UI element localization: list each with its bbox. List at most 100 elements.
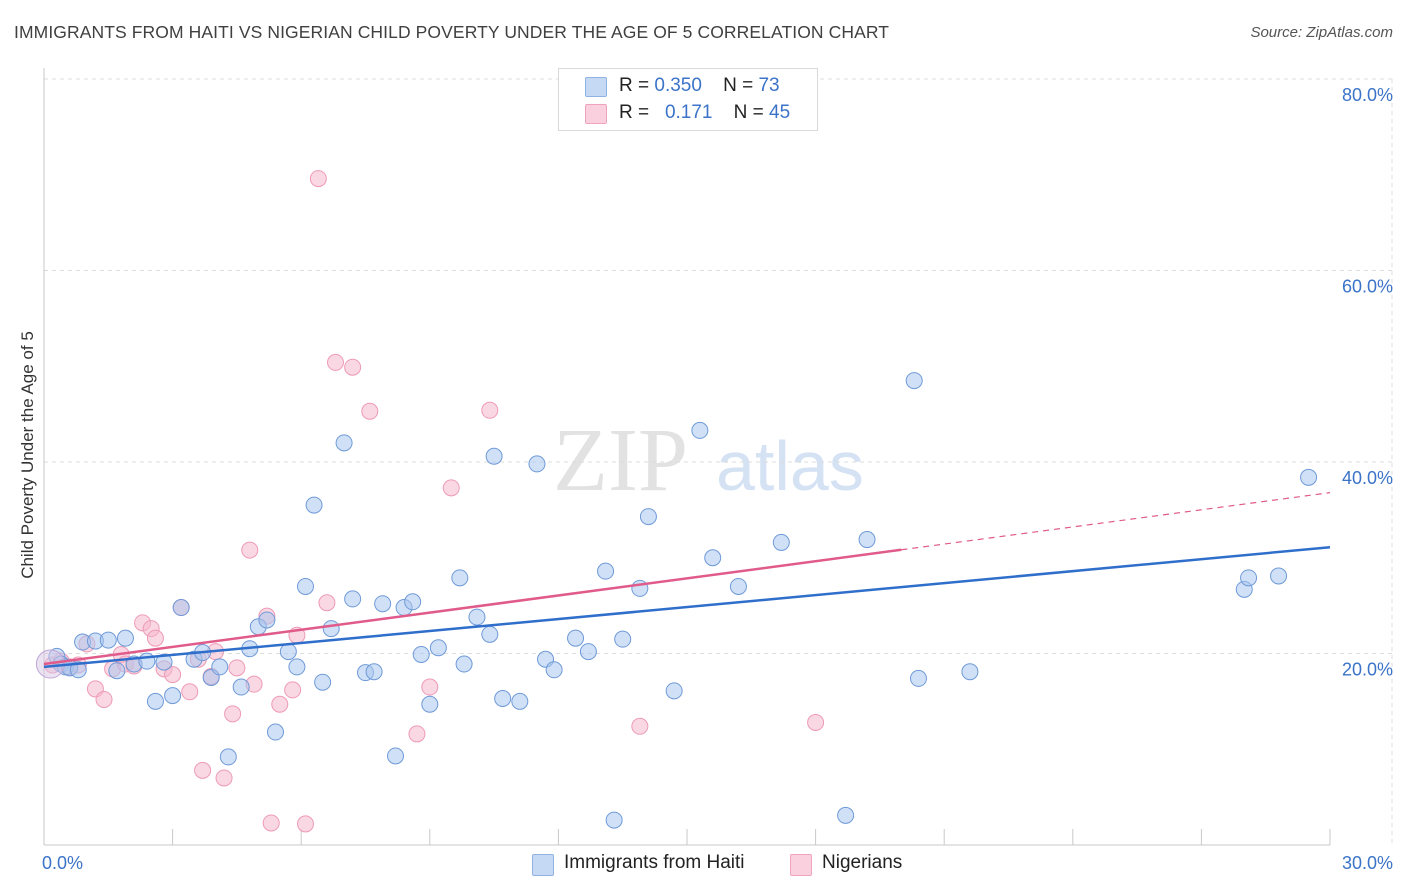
tick-labels: 20.0% 40.0% 60.0% 80.0% 0.0% 30.0% xyxy=(42,85,1393,873)
watermark-atlas: atlas xyxy=(716,427,864,505)
haiti-point xyxy=(99,631,117,649)
haiti-point xyxy=(704,549,722,567)
axes xyxy=(43,68,1331,846)
y-tick-label: 40.0% xyxy=(1342,468,1393,488)
nigerians-point xyxy=(318,594,336,612)
haiti-point xyxy=(387,747,405,765)
haiti-trend-line xyxy=(43,545,1331,669)
haiti-point xyxy=(322,620,340,638)
haiti-point xyxy=(729,577,747,595)
source-credit: Source: ZipAtlas.com xyxy=(1250,24,1393,41)
nigerians-point xyxy=(344,358,362,376)
haiti-point xyxy=(155,653,173,671)
nigerians-point xyxy=(326,353,344,371)
haiti-point xyxy=(691,421,709,439)
haiti-point xyxy=(485,447,503,465)
haiti-point xyxy=(481,625,499,643)
nigerians-point xyxy=(215,769,233,787)
haiti-point xyxy=(108,662,126,680)
haiti-point xyxy=(772,533,790,551)
legend-r-value-nigerians: 0.171 xyxy=(664,102,713,123)
haiti-point xyxy=(211,658,229,676)
nigerians-point xyxy=(146,629,164,647)
nigerians-point xyxy=(224,705,242,723)
haiti-point xyxy=(429,639,447,657)
y-tick-label: 20.0% xyxy=(1342,660,1393,680)
watermark: ZIP atlas xyxy=(553,411,864,510)
chart-title: IMMIGRANTS FROM HAITI VS NIGERIAN CHILD … xyxy=(14,22,890,42)
nigerians-swatch xyxy=(790,854,812,876)
bottom-legend-nigerians-label: Nigerians xyxy=(822,852,903,873)
haiti-point xyxy=(219,748,237,766)
nigerians-point xyxy=(296,815,314,833)
haiti-point xyxy=(494,690,512,708)
nigerians-point xyxy=(241,541,259,559)
haiti-point xyxy=(905,372,923,390)
haiti-point xyxy=(1240,569,1258,587)
haiti-point xyxy=(909,669,927,687)
trend-lines xyxy=(43,492,1331,669)
nigerians-point xyxy=(271,695,289,713)
nigerians-point xyxy=(95,690,113,708)
x-tick-label-min: 0.0% xyxy=(42,853,83,873)
haiti-point xyxy=(455,655,473,673)
haiti-point xyxy=(567,629,585,647)
haiti-point xyxy=(1270,567,1288,585)
haiti-point xyxy=(146,692,164,710)
bottom-legend-haiti-label: Immigrants from Haiti xyxy=(564,852,745,873)
y-tick-label: 80.0% xyxy=(1342,85,1393,105)
haiti-point xyxy=(314,673,332,691)
haiti-point xyxy=(614,630,632,648)
y-tick-label: 60.0% xyxy=(1342,277,1393,297)
legend-r-label: R = xyxy=(619,75,650,96)
haiti-point xyxy=(639,508,657,526)
legend-n-label: N = xyxy=(723,75,754,96)
haiti-point xyxy=(305,496,323,514)
haiti-point xyxy=(374,595,392,613)
haiti-point xyxy=(961,663,979,681)
haiti-point xyxy=(605,811,623,829)
nigerians-point xyxy=(284,681,302,699)
nigerians-swatch xyxy=(585,104,607,124)
haiti-point xyxy=(258,611,276,629)
haiti-point xyxy=(296,577,314,595)
nigerians-point xyxy=(442,479,460,497)
nigerians-point xyxy=(481,401,499,419)
legend-n-value-nigerians: 45 xyxy=(769,102,791,123)
correlation-legend: R = 0.350 N = 73 R = 0.171 N = 45 xyxy=(558,68,818,131)
haiti-point xyxy=(597,562,615,580)
nigerians-point xyxy=(164,666,182,684)
haiti-point xyxy=(421,695,439,713)
haiti-point xyxy=(412,645,430,663)
haiti-point xyxy=(335,434,353,452)
haiti-swatch xyxy=(532,854,554,876)
nigerians-point xyxy=(408,725,426,743)
nigerians-point xyxy=(181,683,199,701)
haiti-point xyxy=(365,663,383,681)
haiti-point xyxy=(69,661,87,679)
haiti-point xyxy=(116,629,134,647)
nigerians-point xyxy=(194,761,212,779)
haiti-swatch xyxy=(585,77,607,97)
x-tick-label-max: 30.0% xyxy=(1342,853,1393,873)
nigerians-trend-line-dashed xyxy=(901,492,1331,551)
haiti-point xyxy=(451,569,469,587)
haiti-points xyxy=(35,372,1318,829)
nigerians-point xyxy=(807,713,825,731)
haiti-point xyxy=(837,806,855,824)
legend-r-value-haiti: 0.350 xyxy=(654,75,702,96)
nigerians-points xyxy=(44,170,825,833)
haiti-point xyxy=(344,590,362,608)
nigerians-point xyxy=(228,659,246,677)
haiti-point xyxy=(172,599,190,617)
haiti-point xyxy=(528,455,546,473)
nigerians-point xyxy=(262,814,280,832)
nigerians-trend-line xyxy=(43,548,902,666)
haiti-point xyxy=(279,643,297,661)
haiti-point xyxy=(1300,468,1318,486)
legend-r-label: R = xyxy=(619,102,650,123)
watermark-zip: ZIP xyxy=(553,411,688,510)
legend-n-value-haiti: 73 xyxy=(758,75,780,96)
haiti-point xyxy=(404,593,422,611)
